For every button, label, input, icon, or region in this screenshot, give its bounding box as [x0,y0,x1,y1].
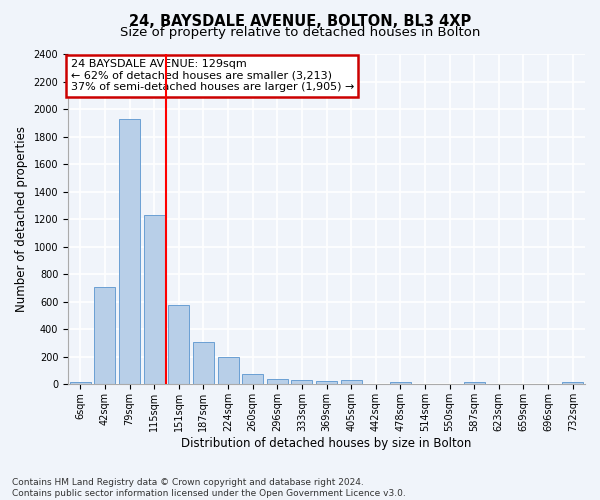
Bar [267,379,288,384]
Bar [169,306,189,384]
X-axis label: Distribution of detached houses by size in Bolton: Distribution of detached houses by size … [181,437,472,450]
Text: Size of property relative to detached houses in Bolton: Size of property relative to detached ho… [120,26,480,39]
Bar [341,380,362,384]
Bar [144,215,164,384]
Bar [316,381,337,384]
Bar [193,342,214,384]
Bar [562,382,583,384]
Text: 24, BAYSDALE AVENUE, BOLTON, BL3 4XP: 24, BAYSDALE AVENUE, BOLTON, BL3 4XP [129,14,471,29]
Bar [70,382,91,384]
Bar [242,374,263,384]
Bar [390,382,411,384]
Bar [464,382,485,384]
Bar [119,118,140,384]
Y-axis label: Number of detached properties: Number of detached properties [15,126,28,312]
Text: 24 BAYSDALE AVENUE: 129sqm
← 62% of detached houses are smaller (3,213)
37% of s: 24 BAYSDALE AVENUE: 129sqm ← 62% of deta… [71,59,354,92]
Bar [94,286,115,384]
Bar [292,380,313,384]
Text: Contains HM Land Registry data © Crown copyright and database right 2024.
Contai: Contains HM Land Registry data © Crown c… [12,478,406,498]
Bar [218,357,239,384]
